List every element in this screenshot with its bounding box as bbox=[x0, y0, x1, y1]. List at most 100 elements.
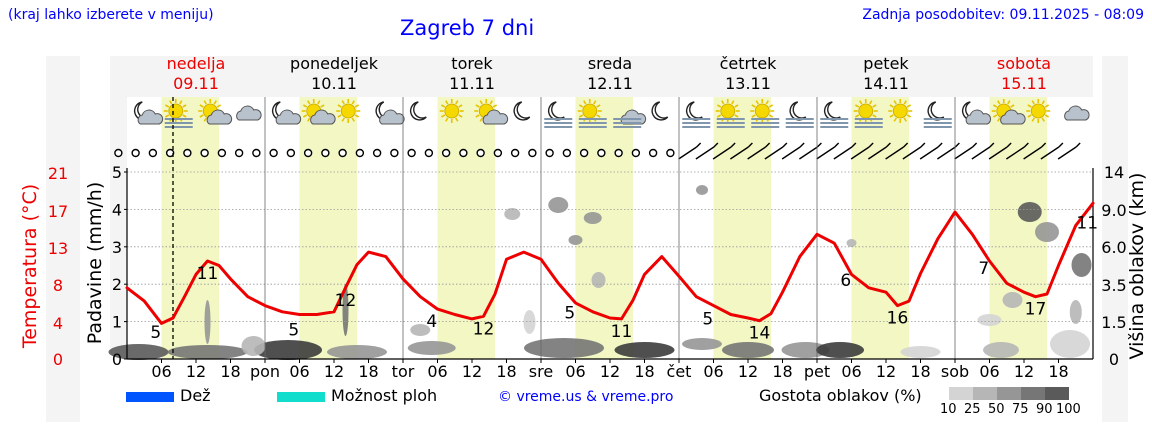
sun-icon bbox=[336, 99, 361, 123]
day-name: ponedeljek bbox=[290, 54, 379, 73]
temperature-value-label: 16 bbox=[887, 309, 909, 329]
density-tick-label: 90 bbox=[1036, 402, 1053, 417]
moon-icon bbox=[513, 101, 531, 121]
calm-wind-marker bbox=[355, 148, 365, 158]
daylight-band bbox=[575, 97, 633, 359]
calm-wind-marker bbox=[234, 148, 244, 158]
cloud-density-blob bbox=[548, 197, 569, 213]
right-axis-panel bbox=[1102, 56, 1128, 422]
wind-barb bbox=[764, 142, 788, 160]
calm-wind-marker bbox=[114, 148, 123, 158]
precip-tick-label: 1 bbox=[112, 313, 122, 332]
cloud-density-blob bbox=[327, 345, 387, 359]
x-tick-label: pet bbox=[804, 362, 830, 381]
cloud-density-blob bbox=[977, 314, 1002, 326]
precip-tick-label: 3 bbox=[112, 238, 122, 257]
day-name: torek bbox=[451, 54, 493, 73]
credit-link[interactable]: © vreme.us & vreme.pro bbox=[498, 389, 674, 405]
daylight-band bbox=[851, 97, 909, 359]
density-swatch bbox=[973, 387, 997, 400]
x-tick-label: 18 bbox=[496, 362, 516, 381]
precip-tick-label: 0 bbox=[112, 350, 122, 369]
temperature-line bbox=[125, 201, 1095, 325]
sun-cloud-icon bbox=[198, 99, 233, 125]
calm-wind-marker bbox=[666, 148, 675, 158]
calm-wind-marker bbox=[441, 148, 451, 158]
daylight-band bbox=[299, 97, 357, 359]
x-tick-label: 12 bbox=[738, 362, 758, 381]
density-tick-label: 50 bbox=[988, 402, 1005, 417]
cloud-density-blob bbox=[591, 272, 606, 288]
cloud-density-blob bbox=[410, 324, 431, 336]
moon-fog-icon bbox=[682, 101, 711, 128]
cloud-density-blob bbox=[1035, 222, 1059, 242]
calm-wind-marker bbox=[493, 148, 503, 158]
cloud-density-blob bbox=[781, 342, 830, 358]
cloud-density-blob bbox=[614, 342, 675, 358]
cloud-density-blob bbox=[504, 208, 521, 220]
calm-wind-marker bbox=[579, 148, 589, 158]
temp-tick-label: 17 bbox=[48, 202, 68, 221]
cloud-height-tick-label: 0 bbox=[1109, 350, 1119, 369]
sun-fog-icon bbox=[750, 99, 780, 128]
temp-tick-label: 4 bbox=[53, 314, 63, 333]
moon-icon bbox=[651, 101, 669, 121]
temperature-axis-label: Temperatura (°C) bbox=[19, 184, 41, 349]
temperature-value-label: 5 bbox=[150, 323, 161, 343]
density-scale bbox=[949, 385, 1069, 404]
x-tick-label: 18 bbox=[634, 362, 654, 381]
x-tick-label: sob bbox=[941, 362, 969, 381]
day-name: nedelja bbox=[167, 54, 226, 73]
chart-axes: 01234504813172101.53.56.09.014Temperatur… bbox=[19, 163, 1148, 381]
sun-fog-icon bbox=[853, 99, 883, 128]
cloud-density-blob bbox=[583, 212, 602, 224]
cloud-height-tick-label: 3.5 bbox=[1101, 276, 1126, 295]
calm-wind-marker bbox=[321, 148, 330, 158]
wind-barb bbox=[781, 142, 805, 160]
cloud-density-blob bbox=[1069, 300, 1082, 324]
x-tick-label: 06 bbox=[703, 362, 723, 381]
moon-fog-icon bbox=[820, 101, 849, 128]
calm-wind-marker bbox=[648, 148, 658, 158]
temperature-value-label: 5 bbox=[564, 303, 575, 323]
day-date: 10.11 bbox=[311, 74, 357, 93]
x-tick-label: 06 bbox=[841, 362, 861, 381]
x-tick-label: 06 bbox=[427, 362, 447, 381]
x-tick-label: sre bbox=[529, 362, 553, 381]
calm-wind-marker bbox=[510, 148, 520, 158]
cloud-density-blob bbox=[696, 185, 708, 195]
cloud-density-blob bbox=[722, 342, 774, 358]
calm-wind-marker bbox=[338, 148, 347, 158]
cloud-density-blob bbox=[1071, 253, 1092, 277]
wind-barb bbox=[1023, 142, 1047, 160]
last-update: Zadnja posodobitev: 09.11.2025 - 08:09 bbox=[862, 7, 1144, 23]
temperature-value-label: 5 bbox=[288, 321, 299, 341]
temperature-value-label: 11 bbox=[611, 322, 633, 342]
calm-wind-marker bbox=[545, 148, 554, 158]
sun-cloud-icon bbox=[474, 99, 509, 125]
day-date: 11.11 bbox=[449, 74, 495, 93]
precip-axis-label: Padavine (mm/h) bbox=[84, 182, 106, 345]
x-tick-label: tor bbox=[392, 362, 415, 381]
calm-wind-marker bbox=[200, 148, 209, 158]
menu-hint[interactable]: (kraj lahko izberete v meniju) bbox=[8, 7, 214, 23]
day-date: 09.11 bbox=[173, 74, 219, 93]
x-tick-label: 06 bbox=[979, 362, 999, 381]
temperature-value-label: 5 bbox=[702, 310, 713, 330]
temperature-layer: 5 11 5 12 4 12 5 11 5 14 6 16 7 17 11 bbox=[125, 201, 1098, 344]
calm-wind-marker bbox=[372, 148, 382, 158]
wind-barb bbox=[1005, 142, 1029, 160]
x-tick-label: 18 bbox=[910, 362, 930, 381]
day-date: 13.11 bbox=[725, 74, 771, 93]
calm-wind-marker bbox=[424, 148, 434, 158]
wind-barb bbox=[954, 142, 978, 160]
wind-barb bbox=[850, 142, 874, 160]
cloud-density-blob bbox=[1002, 292, 1023, 308]
density-tick-label: 25 bbox=[964, 402, 981, 417]
wind-barb bbox=[816, 142, 840, 160]
x-tick-label: 12 bbox=[462, 362, 482, 381]
legend-rain-label: Dež bbox=[180, 386, 211, 405]
cloud-density-blob bbox=[816, 342, 864, 358]
